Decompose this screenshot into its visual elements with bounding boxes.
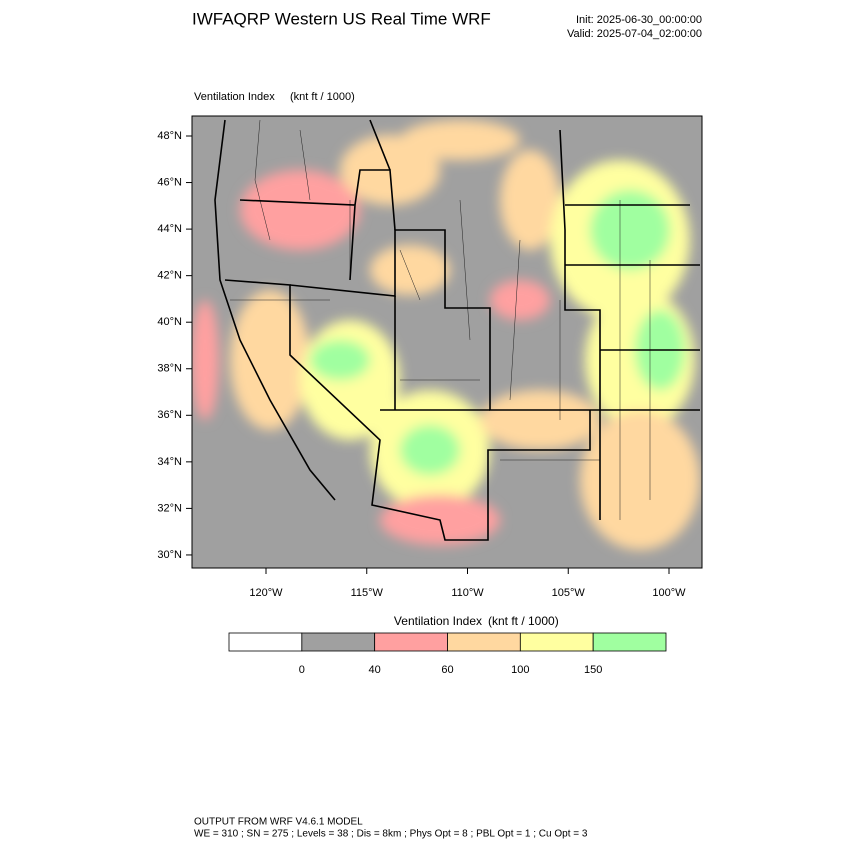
map-axes: 48°N 46°N 44°N 42°N 40°N 38°N 36°N 34°N 32°N 30°N… (157, 130, 686, 599)
valid-time: Valid: 2025-07-04_02:00:00 (567, 28, 702, 40)
lat-label: 34°N (157, 456, 182, 468)
lat-label: 32°N (157, 502, 182, 514)
map-frame (191, 115, 703, 569)
lat-label: 42°N (157, 270, 182, 282)
lat-label: 38°N (157, 363, 182, 375)
lon-label: 100°W (652, 587, 686, 599)
footer-line: OUTPUT FROM WRF V4.6.1 MODEL (194, 817, 363, 828)
lon-label: 120°W (249, 587, 283, 599)
colorbar-box (519, 632, 594, 652)
colorbar-box (447, 632, 521, 652)
lat-label: 46°N (157, 176, 182, 188)
colorbar-label: 40 (369, 664, 381, 676)
map (192, 116, 702, 568)
colorbar-box (228, 632, 303, 652)
colorbar-title: Ventilation Index (394, 614, 482, 628)
colorbar: 0 40 60 100 150 (228, 632, 667, 676)
lat-label: 40°N (157, 316, 182, 328)
lat-label: 48°N (157, 130, 182, 142)
colorbar-box (592, 632, 667, 652)
colorbar-box (374, 632, 448, 652)
title: IWFAQRP Western US Real Time WRF (192, 9, 491, 28)
field-label: Ventilation Index (194, 91, 275, 103)
field-units: (knt ft / 1000) (290, 91, 355, 103)
colorbar-label: 0 (299, 664, 305, 676)
colorbar-label: 60 (441, 664, 453, 676)
colorbar-box (301, 632, 376, 652)
lat-label: 36°N (157, 409, 182, 421)
lon-label: 105°W (552, 587, 586, 599)
colorbar-label: 100 (511, 664, 529, 676)
lon-label: 115°W (351, 587, 384, 599)
lon-label: 110°W (451, 587, 484, 599)
colorbar-units: (knt ft / 1000) (488, 614, 559, 628)
footer-line: WE = 310 ; SN = 275 ; Levels = 38 ; Dis … (194, 829, 588, 840)
init-time: Init: 2025-06-30_00:00:00 (576, 14, 702, 26)
colorbar-label: 150 (584, 664, 602, 676)
lat-label: 30°N (157, 549, 182, 561)
lat-label: 44°N (157, 223, 182, 235)
